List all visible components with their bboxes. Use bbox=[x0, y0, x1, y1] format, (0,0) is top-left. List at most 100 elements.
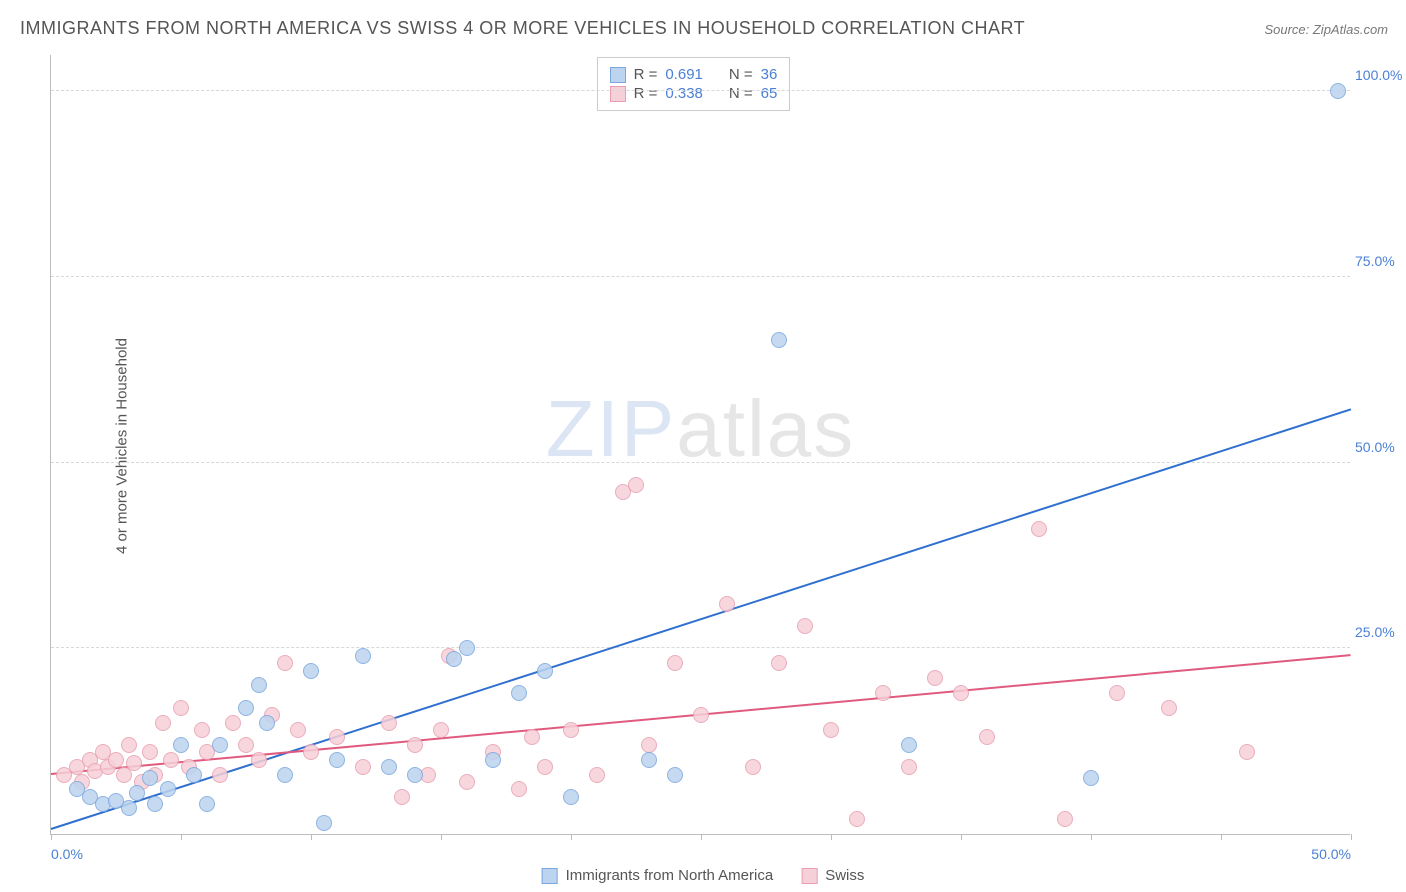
regression-line bbox=[51, 409, 1352, 831]
data-point bbox=[194, 722, 210, 738]
data-point bbox=[173, 700, 189, 716]
x-tick bbox=[311, 834, 312, 840]
data-point bbox=[147, 796, 163, 812]
legend-swatch bbox=[801, 868, 817, 884]
data-point bbox=[259, 715, 275, 731]
data-point bbox=[129, 785, 145, 801]
data-point bbox=[108, 752, 124, 768]
data-point bbox=[537, 759, 553, 775]
legend-label: Immigrants from North America bbox=[566, 867, 774, 884]
x-tick-label: 50.0% bbox=[1311, 846, 1351, 862]
data-point bbox=[238, 737, 254, 753]
data-point bbox=[1083, 770, 1099, 786]
data-point bbox=[446, 651, 462, 667]
data-point bbox=[173, 737, 189, 753]
r-label: R = bbox=[634, 66, 658, 83]
data-point bbox=[381, 759, 397, 775]
data-point bbox=[142, 770, 158, 786]
x-tick-label: 0.0% bbox=[51, 846, 83, 862]
x-tick bbox=[831, 834, 832, 840]
data-point bbox=[979, 729, 995, 745]
legend-stats: R =0.691N =36R =0.338N =65 bbox=[597, 57, 791, 111]
data-point bbox=[953, 685, 969, 701]
legend-label: Swiss bbox=[825, 867, 864, 884]
data-point bbox=[225, 715, 241, 731]
data-point bbox=[641, 752, 657, 768]
y-tick-label: 100.0% bbox=[1355, 67, 1406, 83]
plot-area: ZIPatlas R =0.691N =36R =0.338N =65 25.0… bbox=[50, 55, 1350, 835]
y-tick-label: 25.0% bbox=[1355, 624, 1406, 640]
x-tick bbox=[441, 834, 442, 840]
data-point bbox=[355, 759, 371, 775]
r-value: 0.691 bbox=[665, 66, 703, 83]
data-point bbox=[303, 663, 319, 679]
data-point bbox=[823, 722, 839, 738]
legend-stat-row: R =0.338N =65 bbox=[610, 85, 778, 102]
data-point bbox=[628, 477, 644, 493]
data-point bbox=[355, 648, 371, 664]
data-point bbox=[303, 744, 319, 760]
n-value: 36 bbox=[761, 66, 778, 83]
data-point bbox=[771, 332, 787, 348]
n-label: N = bbox=[729, 85, 753, 102]
data-point bbox=[381, 715, 397, 731]
data-point bbox=[433, 722, 449, 738]
data-point bbox=[199, 796, 215, 812]
data-point bbox=[667, 767, 683, 783]
data-point bbox=[511, 685, 527, 701]
data-point bbox=[524, 729, 540, 745]
x-tick bbox=[1351, 834, 1352, 840]
data-point bbox=[329, 729, 345, 745]
data-point bbox=[485, 752, 501, 768]
data-point bbox=[316, 815, 332, 831]
data-point bbox=[511, 781, 527, 797]
x-tick bbox=[1091, 834, 1092, 840]
data-point bbox=[212, 737, 228, 753]
x-tick bbox=[181, 834, 182, 840]
x-tick bbox=[701, 834, 702, 840]
x-tick bbox=[51, 834, 52, 840]
data-point bbox=[771, 655, 787, 671]
data-point bbox=[290, 722, 306, 738]
data-point bbox=[160, 781, 176, 797]
r-label: R = bbox=[634, 85, 658, 102]
y-tick-label: 50.0% bbox=[1355, 439, 1406, 455]
data-point bbox=[875, 685, 891, 701]
legend-swatch bbox=[610, 67, 626, 83]
x-tick bbox=[571, 834, 572, 840]
data-point bbox=[563, 722, 579, 738]
data-point bbox=[126, 755, 142, 771]
legend-stat-row: R = 0.691 N = 36 bbox=[610, 66, 778, 83]
source-label: Source: ZipAtlas.com bbox=[1264, 22, 1388, 37]
gridline bbox=[51, 90, 1350, 91]
gridline bbox=[51, 462, 1350, 463]
data-point bbox=[407, 767, 423, 783]
legend-swatch bbox=[610, 86, 626, 102]
data-point bbox=[1239, 744, 1255, 760]
data-point bbox=[251, 677, 267, 693]
y-tick-label: 75.0% bbox=[1355, 253, 1406, 269]
data-point bbox=[537, 663, 553, 679]
data-point bbox=[719, 596, 735, 612]
data-point bbox=[277, 655, 293, 671]
data-point bbox=[329, 752, 345, 768]
gridline bbox=[51, 276, 1350, 277]
data-point bbox=[407, 737, 423, 753]
watermark-zip: ZIP bbox=[546, 384, 676, 473]
data-point bbox=[563, 789, 579, 805]
legend-series: Immigrants from North America Swiss bbox=[542, 867, 865, 884]
legend-item: Swiss bbox=[801, 867, 864, 884]
data-point bbox=[589, 767, 605, 783]
data-point bbox=[1031, 521, 1047, 537]
data-point bbox=[212, 767, 228, 783]
n-label: N = bbox=[729, 66, 753, 83]
n-value: 65 bbox=[761, 85, 778, 102]
data-point bbox=[667, 655, 683, 671]
data-point bbox=[121, 737, 137, 753]
data-point bbox=[277, 767, 293, 783]
data-point bbox=[1330, 83, 1346, 99]
data-point bbox=[641, 737, 657, 753]
data-point bbox=[849, 811, 865, 827]
gridline bbox=[51, 647, 1350, 648]
data-point bbox=[1057, 811, 1073, 827]
